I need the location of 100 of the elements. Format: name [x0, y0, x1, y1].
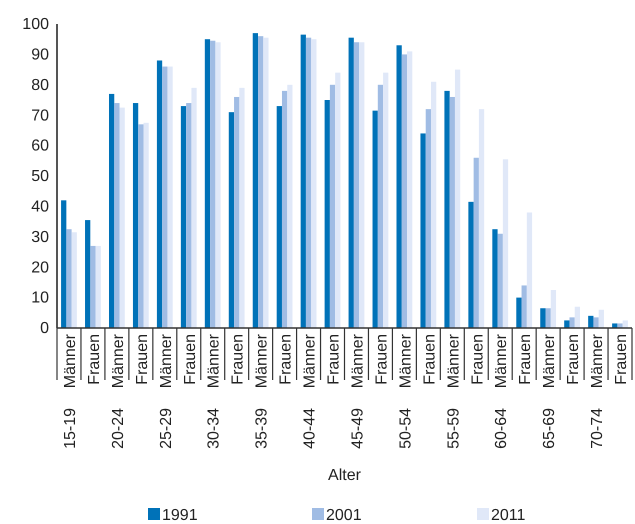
bar: [546, 308, 551, 328]
x-tick-label: Frauen: [278, 334, 295, 385]
x-tick-label: Frauen: [613, 334, 630, 385]
x-tick-label: Frauen: [86, 334, 103, 385]
bar: [90, 246, 96, 328]
text: 65-69: [541, 408, 558, 449]
y-tick-label: 0: [40, 320, 50, 338]
y-tick-label: 20: [31, 259, 50, 276]
x-tick-label: Männer: [110, 333, 127, 388]
x-tick-label: Männer: [302, 333, 319, 388]
x-tick-label: Frauen: [230, 334, 247, 385]
bar: [204, 39, 210, 328]
bar: [258, 36, 264, 328]
legend-label: 1991: [162, 507, 198, 524]
bar: [359, 42, 364, 328]
bar: [522, 285, 527, 328]
bar: [215, 42, 221, 328]
bar: [72, 232, 77, 328]
bar: [378, 84, 384, 328]
bar: [162, 66, 168, 328]
bar: [335, 72, 340, 328]
x-tick-label: Männer: [397, 333, 414, 388]
bar: [526, 212, 532, 328]
y-tick-label: 70: [31, 107, 50, 124]
x-axis-title: Alter: [328, 467, 362, 484]
text: 55-59: [445, 408, 462, 449]
x-tick-label: Männer: [589, 333, 606, 388]
bar: [252, 33, 258, 328]
bar: [306, 38, 312, 328]
bar: [180, 106, 186, 328]
bar: [598, 310, 604, 328]
bar: [444, 90, 450, 328]
x-tick-label: Männer: [445, 333, 462, 388]
bar: [324, 100, 330, 328]
bar: [492, 229, 498, 328]
x-tick-label: Männer: [493, 333, 510, 388]
bar: [450, 96, 455, 328]
bar: [85, 220, 90, 328]
x-tick-label: Männer: [254, 333, 271, 388]
bar: [407, 51, 412, 328]
y-tick-label: 10: [31, 290, 50, 307]
bar: [502, 159, 508, 328]
text: 60-64: [493, 408, 510, 449]
text: 15-19: [62, 408, 79, 449]
bar: [167, 66, 173, 328]
bar: [186, 103, 192, 328]
bar: [420, 133, 426, 328]
bar: [426, 109, 431, 328]
x-tick-label: Frauen: [134, 334, 151, 385]
y-tick-label: 60: [31, 138, 50, 155]
x-tick-label: Frauen: [326, 334, 343, 385]
y-tick-label: 80: [31, 76, 50, 94]
x-tick-label: Männer: [206, 333, 223, 388]
bar: [550, 290, 556, 328]
bar: [132, 103, 138, 328]
bar: [61, 200, 66, 328]
bar: [474, 158, 479, 328]
x-tick-label: Frauen: [421, 334, 438, 385]
bar: [468, 202, 474, 328]
x-tick-label: Frauen: [565, 334, 582, 385]
bar: [430, 82, 436, 328]
bar: [330, 84, 336, 328]
bar: [300, 34, 306, 328]
y-tick-label: 50: [31, 168, 50, 186]
bar: [228, 112, 234, 328]
text: 70-74: [589, 408, 606, 449]
bar: [263, 38, 269, 328]
legend-label: 2011: [491, 507, 526, 524]
x-tick-label: Frauen: [182, 334, 199, 385]
bar: [402, 54, 408, 328]
text: 30-34: [206, 408, 223, 449]
y-tick-label: 90: [31, 46, 50, 64]
text: 40-44: [302, 408, 319, 449]
bar: [210, 40, 216, 328]
text: 25-29: [158, 408, 175, 449]
bar: [372, 110, 378, 328]
bar: [282, 90, 288, 328]
x-tick-label: Frauen: [517, 334, 534, 385]
bar: [191, 88, 197, 328]
bar: [239, 88, 245, 328]
bar: [234, 96, 240, 328]
bar: [143, 122, 149, 328]
bar: [478, 109, 484, 328]
bar: [574, 306, 580, 328]
bar: [498, 234, 503, 328]
bar: [120, 108, 125, 328]
bar: [156, 60, 162, 328]
legend-label: 2001: [326, 507, 362, 524]
x-tick-label: Frauen: [469, 334, 486, 385]
text: 50-54: [397, 408, 414, 449]
y-tick-label: 40: [31, 198, 50, 216]
bar: [383, 72, 388, 328]
bar: [66, 229, 72, 328]
bar: [114, 103, 120, 328]
x-tick-label: Männer: [541, 333, 558, 388]
bar: [311, 39, 316, 328]
bar: [96, 246, 101, 328]
bar: [588, 316, 594, 328]
x-tick-label: Männer: [158, 333, 175, 388]
x-tick-label: Männer: [62, 333, 79, 388]
